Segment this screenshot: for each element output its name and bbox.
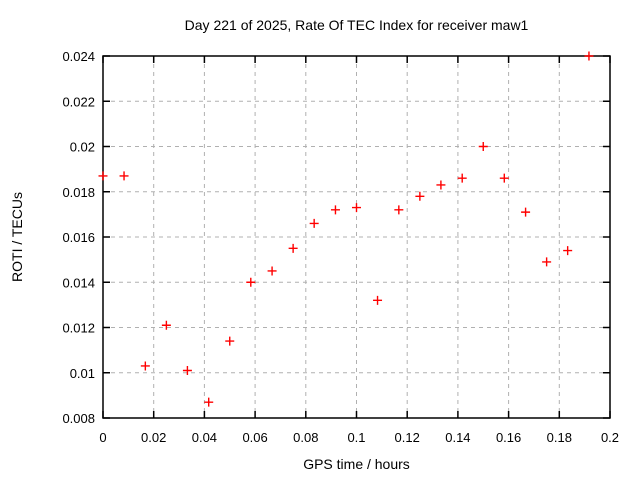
data-point-marker — [478, 142, 488, 151]
data-point-marker — [584, 51, 594, 61]
x-tick-label: 0.2 — [601, 430, 619, 445]
data-point-marker — [204, 397, 214, 407]
data-point-marker — [140, 361, 150, 371]
data-point-marker — [436, 180, 446, 190]
data-point-marker — [499, 173, 509, 183]
x-tick-label: 0.12 — [395, 430, 420, 445]
data-point-marker — [182, 365, 192, 375]
data-point-marker — [415, 191, 425, 201]
data-point-marker — [542, 257, 552, 267]
y-tick-label: 0.016 — [62, 230, 95, 245]
x-tick-label: 0.14 — [445, 430, 470, 445]
y-tick-label: 0.01 — [70, 366, 95, 381]
data-point-marker — [521, 207, 531, 217]
data-point-marker — [563, 246, 573, 256]
data-point-marker — [119, 171, 129, 181]
data-point-marker — [288, 243, 298, 253]
data-point-marker — [330, 205, 340, 215]
x-tick-label: 0.02 — [141, 430, 166, 445]
data-point-marker — [309, 218, 319, 228]
y-tick-label: 0.014 — [62, 275, 95, 290]
y-tick-label: 0.018 — [62, 185, 95, 200]
data-point-marker — [373, 295, 383, 305]
chart-title: Day 221 of 2025, Rate Of TEC Index for r… — [184, 17, 529, 33]
y-tick-label: 0.008 — [62, 411, 95, 426]
x-tick-label: 0.16 — [496, 430, 521, 445]
x-tick-label: 0 — [99, 430, 106, 445]
data-point-marker — [457, 173, 467, 183]
data-point-marker — [161, 320, 171, 330]
x-tick-label: 0.06 — [242, 430, 267, 445]
y-tick-label: 0.024 — [62, 49, 95, 64]
data-point-marker — [246, 277, 256, 287]
x-tick-label: 0.08 — [293, 430, 318, 445]
x-tick-label: 0.04 — [192, 430, 217, 445]
data-point-marker — [267, 266, 277, 276]
x-axis-title: GPS time / hours — [303, 456, 410, 472]
data-point-marker — [98, 171, 108, 181]
y-tick-label: 0.012 — [62, 321, 95, 336]
y-tick-label: 0.02 — [70, 140, 95, 155]
data-point-marker — [225, 336, 235, 346]
x-tick-label: 0.18 — [547, 430, 572, 445]
y-tick-label: 0.022 — [62, 94, 95, 109]
data-point-marker — [394, 205, 404, 215]
x-tick-label: 0.1 — [347, 430, 365, 445]
data-point-marker — [352, 203, 361, 213]
